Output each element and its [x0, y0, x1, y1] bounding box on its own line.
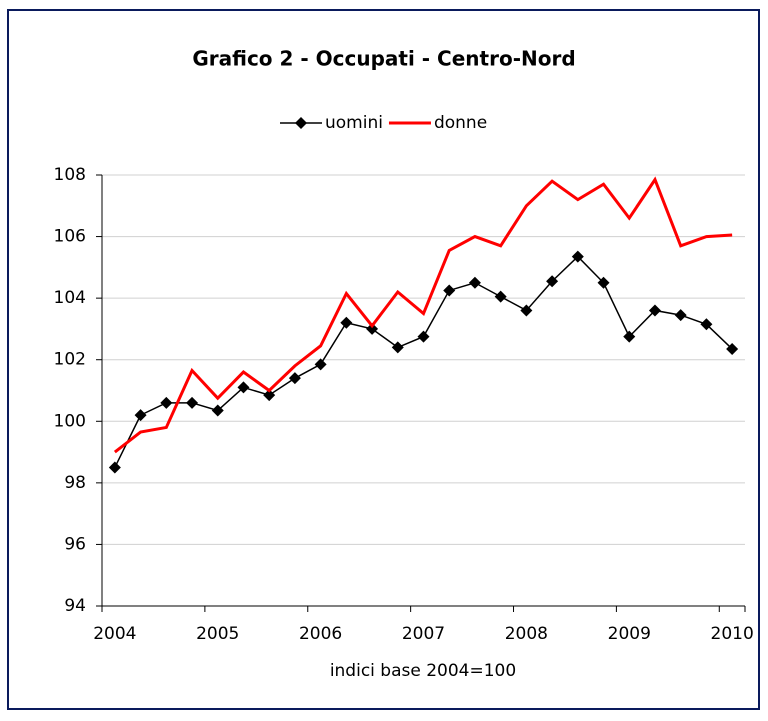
legend-label: uomini [325, 113, 383, 133]
y-tick-label: 108 [54, 165, 86, 185]
x-tick-label: 2008 [505, 624, 548, 644]
y-tick-label: 102 [54, 350, 86, 370]
point-marker [546, 275, 559, 288]
point-marker [700, 318, 713, 331]
x-tick-label: 2009 [608, 624, 651, 644]
point-marker [108, 461, 121, 474]
point-marker [494, 290, 507, 303]
point-marker [366, 322, 379, 335]
y-tick-label: 96 [64, 534, 86, 554]
point-marker [391, 341, 404, 354]
y-tick-label: 100 [54, 411, 86, 431]
x-tick-label: 2005 [196, 624, 239, 644]
point-marker [520, 304, 533, 317]
legend-label: donne [434, 113, 487, 133]
point-marker [134, 409, 147, 422]
point-marker [726, 342, 739, 355]
point-marker [597, 276, 610, 289]
legend-marker [295, 117, 307, 129]
point-marker [623, 330, 636, 343]
x-tick-label: 2010 [711, 624, 754, 644]
point-marker [468, 276, 481, 289]
y-tick-label: 94 [64, 596, 86, 616]
chart-title: Grafico 2 - Occupati - Centro-Nord [192, 47, 575, 71]
y-tick-label: 104 [54, 288, 86, 308]
x-axis-label: indici base 2004=100 [330, 661, 516, 681]
point-marker [186, 396, 199, 409]
point-marker [340, 316, 353, 329]
series-line [113, 176, 733, 454]
x-tick-label: 2004 [93, 624, 136, 644]
x-tick-label: 2006 [299, 624, 342, 644]
point-marker [288, 372, 301, 385]
point-marker [674, 309, 687, 322]
point-marker [237, 381, 250, 394]
point-marker [211, 404, 224, 417]
point-marker [443, 284, 456, 297]
point-marker [314, 358, 327, 371]
point-marker [263, 389, 276, 402]
point-marker [648, 304, 661, 317]
point-marker [571, 250, 584, 263]
x-tick-label: 2007 [402, 624, 445, 644]
point-marker [160, 396, 173, 409]
y-tick-label: 106 [54, 227, 86, 247]
point-marker [417, 330, 430, 343]
y-tick-label: 98 [64, 473, 86, 493]
